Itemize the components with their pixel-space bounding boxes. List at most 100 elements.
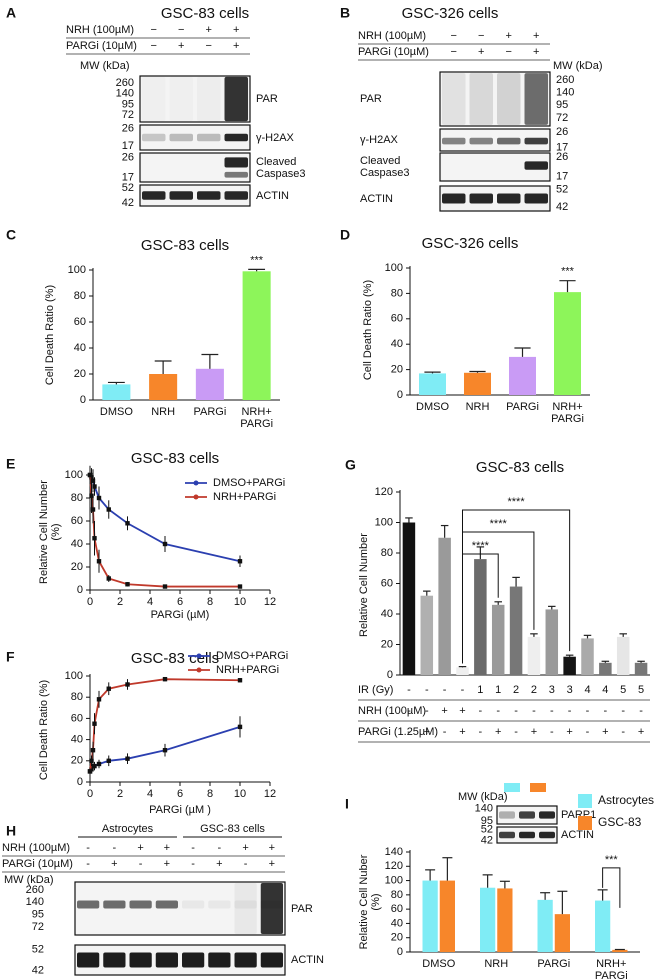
condition-value: 2 — [513, 684, 519, 696]
y-tick-label: 0 — [387, 669, 393, 681]
significance-bracket — [602, 867, 621, 908]
band — [169, 133, 193, 142]
y-axis-label-box: Relative Cell Nuber (%) — [358, 855, 382, 950]
condition-value: 4 — [602, 684, 608, 696]
data-point — [237, 678, 243, 683]
condition-value: 3 — [549, 684, 555, 696]
treatment-sign: + — [164, 842, 170, 854]
y-tick-label: 20 — [391, 364, 403, 376]
blot — [139, 184, 251, 207]
mw-marker: 52 — [122, 182, 134, 194]
y-tick-label: 60 — [71, 515, 83, 527]
condition-value: - — [443, 684, 447, 696]
mw-marker: 17 — [122, 172, 134, 184]
band — [442, 193, 466, 204]
x-tick-label-box: NRH — [484, 958, 509, 970]
bar — [527, 636, 541, 675]
data-point — [125, 756, 130, 761]
mw-marker: 17 — [556, 142, 568, 154]
y-tick-label: 20 — [391, 932, 403, 944]
data-point — [106, 507, 111, 512]
mw-marker: 140 — [556, 87, 574, 99]
x-tick-label-box: PARGi — [537, 958, 570, 970]
condition-value: - — [550, 705, 554, 717]
mw-label: MW (kDa) — [458, 791, 508, 803]
mw-marker: 140 — [26, 896, 44, 908]
y-tick-label: 0 — [397, 946, 403, 958]
band — [497, 137, 521, 145]
blot-label: ACTIN — [256, 189, 289, 202]
legend-label: DMSO+PARGi — [216, 650, 288, 662]
band — [155, 900, 178, 909]
band — [77, 952, 100, 968]
x-tick-label-box: PARGi — [506, 401, 539, 413]
band — [208, 900, 231, 909]
condition-value: 5 — [638, 684, 644, 696]
band — [524, 73, 548, 125]
legend-label: GSC-83 — [598, 815, 642, 829]
bar — [419, 373, 446, 395]
treatment-sign: + — [233, 24, 239, 36]
significance-label: *** — [561, 266, 575, 278]
treatment-label: PARGi (10µM) — [66, 40, 137, 52]
legend-marker — [196, 667, 202, 673]
y-tick-label: 100 — [65, 469, 83, 481]
band — [142, 133, 166, 142]
mw-marker: 17 — [556, 171, 568, 183]
data-point — [90, 478, 96, 483]
band — [260, 883, 283, 934]
panel-letter: E — [6, 456, 15, 472]
treatment-sign: + — [506, 30, 512, 42]
x-tick-label: NRH — [484, 958, 509, 970]
condition-value: 3 — [567, 684, 573, 696]
chart-title: GSC-83 cells — [131, 650, 219, 667]
x-tick-label: NRH+ PARGi — [594, 958, 628, 980]
treatment-sign: − — [506, 46, 512, 58]
bar — [595, 900, 611, 952]
condition-label: IR (Gy) — [358, 684, 393, 696]
significance-label: **** — [490, 518, 508, 530]
x-tick-label: 4 — [147, 788, 153, 800]
x-tick-label: 0 — [87, 596, 93, 608]
treatment-sign: + — [269, 842, 275, 854]
y-tick-label: 60 — [71, 712, 83, 724]
blot-label-box: PAR — [256, 93, 278, 105]
y-axis-label: Relative Cell Number (%) — [38, 480, 62, 584]
condition-value: - — [479, 726, 483, 738]
bar — [509, 586, 523, 675]
significance-label: **** — [472, 540, 490, 552]
x-tick-label-box: NRH+ PARGi — [240, 406, 273, 430]
band — [442, 73, 466, 125]
blot-label: Cleaved Caspase3 — [360, 155, 410, 179]
data-point — [89, 475, 94, 480]
data-point — [89, 758, 94, 763]
band — [224, 133, 248, 142]
band — [234, 900, 257, 909]
band — [103, 900, 126, 909]
data-point — [237, 584, 243, 589]
treatment-sign: − — [478, 30, 484, 42]
band — [497, 73, 521, 125]
band — [224, 76, 248, 122]
band — [224, 171, 248, 178]
mw-label: MW (kDa) — [4, 874, 54, 886]
treatment-sign: − — [151, 40, 157, 52]
treatment-sign: + — [533, 30, 539, 42]
chart-title: GSC-83 cells — [141, 237, 229, 254]
band — [197, 77, 221, 121]
x-tick-label-box: PARGi — [193, 406, 227, 418]
group-label: GSC-83 cells — [200, 823, 265, 835]
y-tick-label: 40 — [381, 608, 393, 620]
chart-title: GSC-83 cells — [476, 459, 564, 476]
blot-label-box: PAR — [360, 93, 382, 105]
condition-label: PARGi (1.25µM) — [358, 726, 438, 738]
y-axis-label: Cell Death Ratio (%) — [38, 679, 50, 781]
data-point — [96, 559, 102, 564]
legend-label: NRH+PARGi — [216, 664, 279, 676]
treatment-sign: - — [218, 842, 222, 854]
blot-label-box: ACTIN — [561, 829, 594, 841]
data-point — [125, 521, 130, 526]
condition-value: 1 — [477, 684, 483, 696]
x-tick-label: PARGi — [193, 406, 227, 418]
